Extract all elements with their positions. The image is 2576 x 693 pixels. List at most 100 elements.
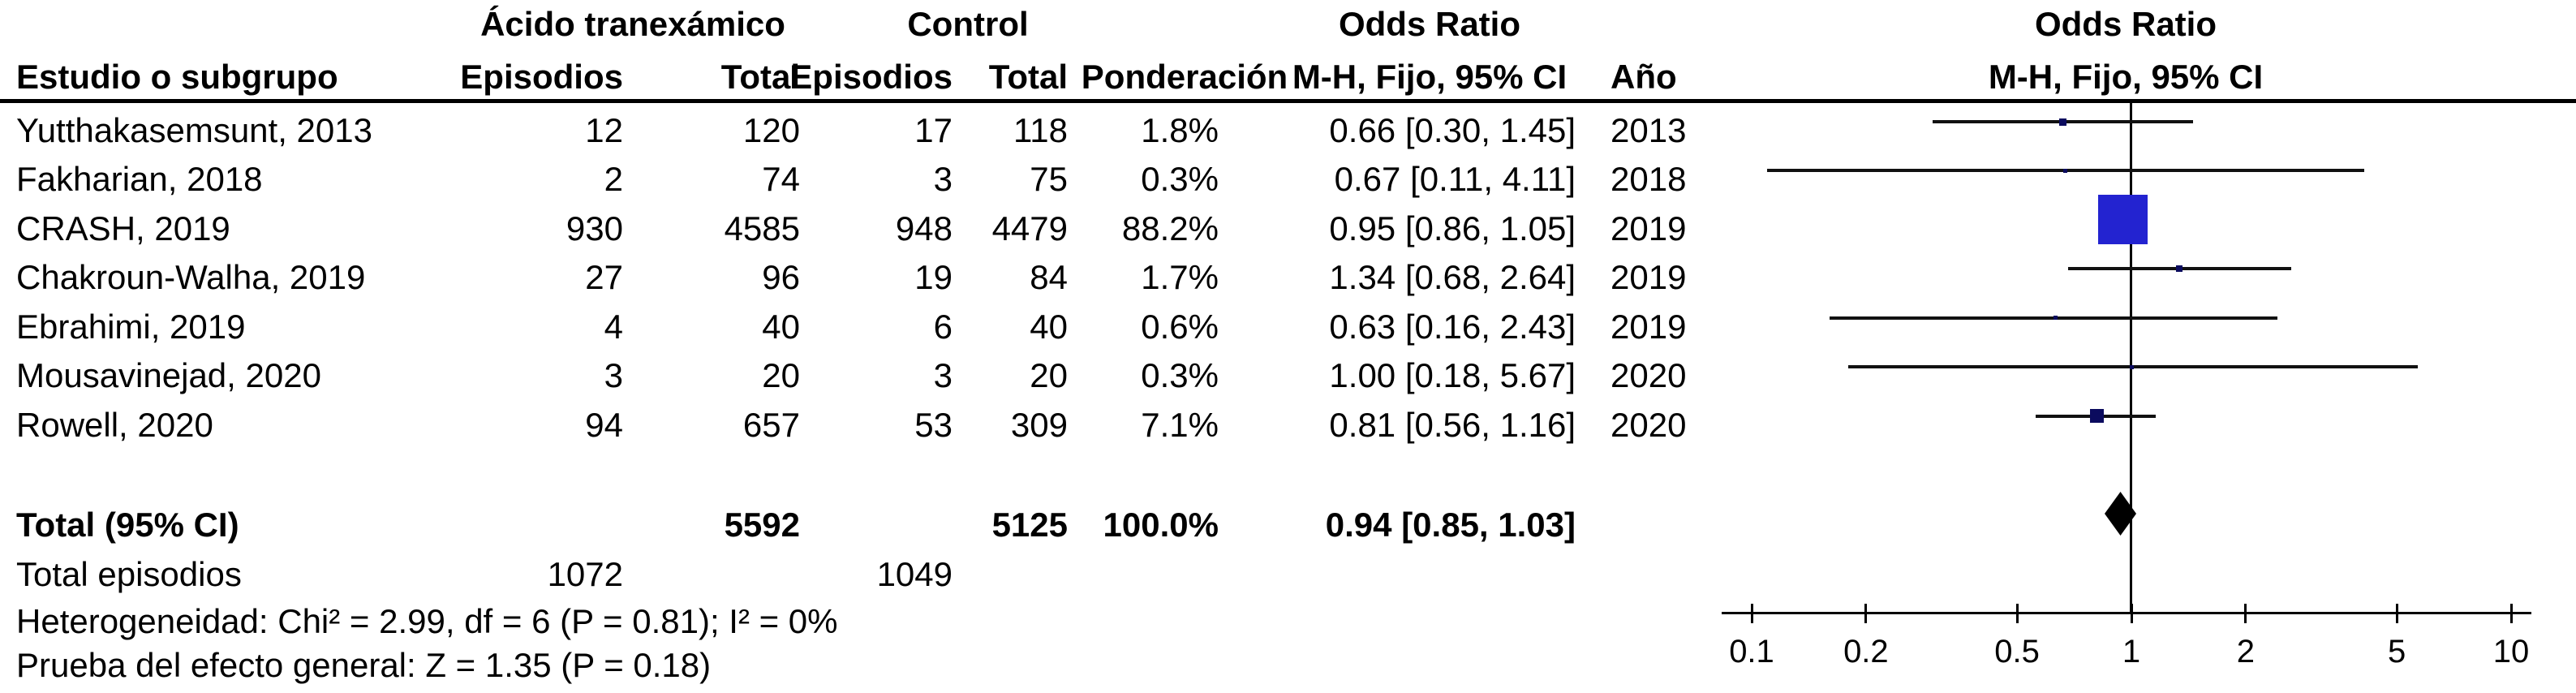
txa-events: 3 [604,356,623,394]
ci-text: 1.00 [0.18, 5.67] [1329,356,1576,394]
ctl-events: 3 [933,160,953,198]
ci-text: 0.63 [0.16, 2.43] [1329,308,1576,346]
study-name: Chakroun-Walha, 2019 [16,258,366,296]
or-axis-tick-label: 2 [2236,634,2255,669]
year: 2019 [1611,258,1687,296]
total-events-label: Total episodios [16,555,242,593]
year: 2018 [1611,160,1687,198]
total-txa-total: 5592 [724,506,800,544]
col-header-events-ctl: Episodios [789,58,953,96]
txa-total: 657 [742,406,800,444]
weight: 1.8% [1141,111,1219,149]
ctl-total: 84 [1030,258,1068,296]
group-header-or-right: Odds Ratio [2034,5,2217,43]
overall-test-text: Prueba del efecto general: Z = 1.35 (P =… [16,646,712,684]
ci-text: 0.67 [0.11, 4.11] [1334,160,1576,198]
or-axis [1722,612,2531,614]
ctl-total: 40 [1030,308,1068,346]
year: 2020 [1611,356,1687,394]
txa-total: 74 [762,160,800,198]
txa-events: 94 [585,406,623,444]
or-axis-tick [1864,604,1868,623]
or-axis-tick-label: 0.5 [1994,634,2040,669]
study-name: CRASH, 2019 [16,209,230,248]
study-name: Fakharian, 2018 [16,160,263,198]
ctl-events: 19 [914,258,953,296]
ctl-events: 948 [895,209,953,248]
txa-total: 96 [762,258,800,296]
study-name: Yutthakasemsunt, 2013 [16,111,372,149]
ci-text: 0.66 [0.30, 1.45] [1329,111,1576,149]
txa-total: 20 [762,356,800,394]
effect-marker [2176,265,2183,273]
or-axis-tick-label: 10 [2492,634,2530,669]
total-events-txa: 1072 [547,555,623,593]
or-axis-tick [2509,604,2513,623]
total-weight: 100.0% [1103,506,1219,544]
year: 2019 [1611,209,1687,248]
group-header-txa: Ácido tranexámico [480,5,785,43]
study-name: Ebrahimi, 2019 [16,308,246,346]
txa-total: 40 [762,308,800,346]
txa-events: 27 [585,258,623,296]
ctl-total: 75 [1030,160,1068,198]
txa-total: 4585 [724,209,800,248]
weight: 0.6% [1141,308,1219,346]
ctl-total: 309 [1010,406,1068,444]
or-axis-tick [2130,604,2133,623]
ctl-events: 53 [914,406,953,444]
effect-marker [2129,364,2134,369]
ctl-total: 4479 [991,209,1068,248]
or-axis-tick-label: 0.1 [1729,634,1774,669]
txa-events: 930 [566,209,623,248]
year: 2019 [1611,308,1687,346]
txa-events: 12 [585,111,623,149]
or-axis-tick [1750,604,1753,623]
study-name: Mousavinejad, 2020 [16,356,321,394]
no-effect-line [2130,103,2132,614]
total-ctl-total: 5125 [991,506,1068,544]
weight: 1.7% [1141,258,1219,296]
weight: 7.1% [1141,406,1219,444]
weight: 0.3% [1141,160,1219,198]
year: 2020 [1611,406,1687,444]
total-label: Total (95% CI) [16,506,239,544]
txa-events: 4 [604,308,623,346]
or-axis-tick [2244,604,2247,623]
col-header-mh-ci: M-H, Fijo, 95% CI [1292,58,1568,96]
effect-marker [2053,316,2058,321]
heterogeneity-text: Heterogeneidad: Chi² = 2.99, df = 6 (P =… [16,602,838,640]
col-header-mh-ci-right: M-H, Fijo, 95% CI [1988,58,2264,96]
or-axis-tick-label: 5 [2387,634,2406,669]
effect-marker [2059,118,2067,126]
effect-marker [2098,195,2148,245]
ctl-events: 17 [914,111,953,149]
header-divider [0,99,2576,103]
ci-text: 0.95 [0.86, 1.05] [1329,209,1576,248]
col-header-weight: Ponderación [1081,58,1288,96]
effect-marker [2063,168,2068,173]
ctl-total: 20 [1030,356,1068,394]
total-events-ctl: 1049 [876,555,953,593]
group-header-or-left: Odds Ratio [1338,5,1520,43]
year: 2013 [1611,111,1687,149]
effect-marker [2089,409,2104,424]
col-header-events-txa: Episodios [460,58,623,96]
col-header-total-txa: Total [720,58,800,96]
pooled-diamond [2104,492,2136,536]
or-axis-tick [2015,604,2019,623]
ctl-events: 3 [933,356,953,394]
total-ci-text: 0.94 [0.85, 1.03] [1325,506,1576,544]
study-name: Rowell, 2020 [16,406,213,444]
ci-text: 1.34 [0.68, 2.64] [1329,258,1576,296]
ci-text: 0.81 [0.56, 1.16] [1329,406,1576,444]
group-header-control: Control [907,5,1029,43]
col-header-total-ctl: Total [988,58,1068,96]
txa-events: 2 [604,160,623,198]
weight: 88.2% [1121,209,1219,248]
or-axis-tick-label: 0.2 [1843,634,1889,669]
or-axis-tick-label: 1 [2122,634,2141,669]
weight: 0.3% [1141,356,1219,394]
ctl-events: 6 [933,308,953,346]
